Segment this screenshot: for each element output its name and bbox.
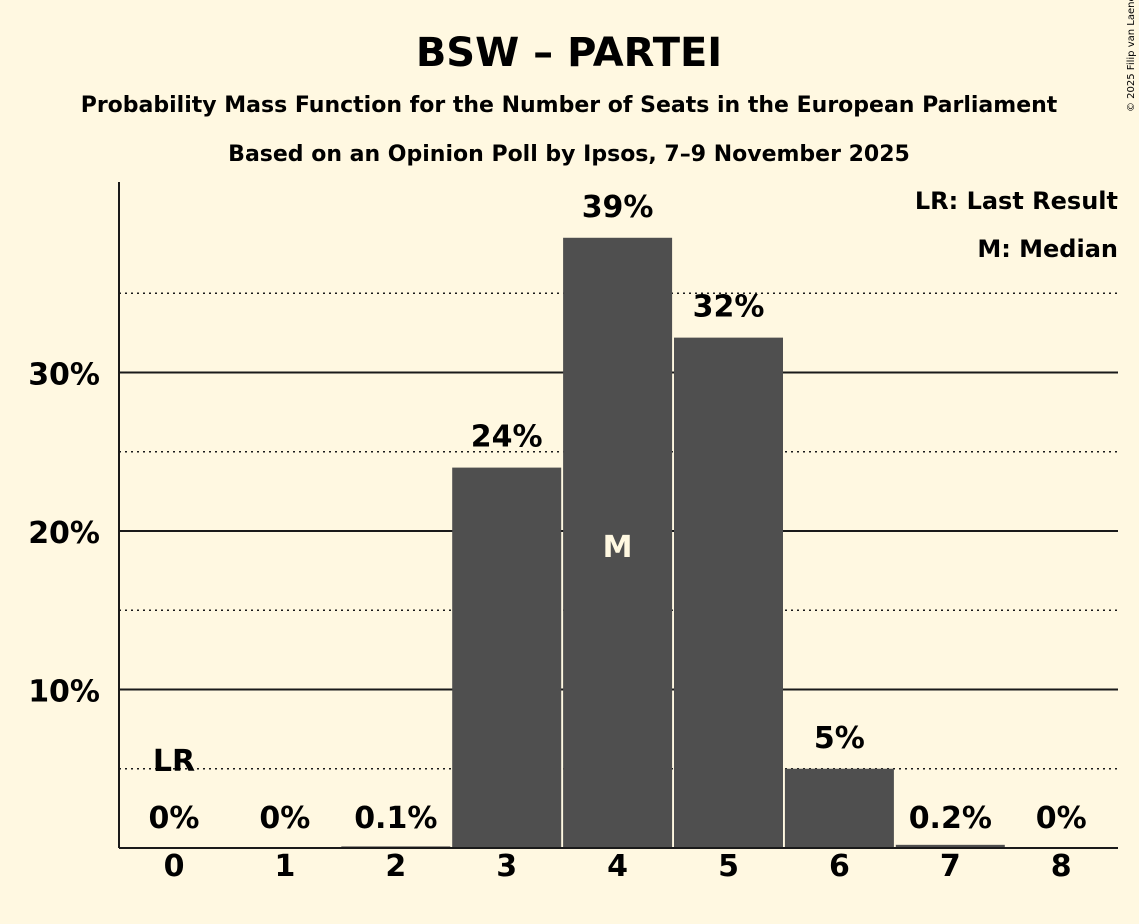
bars (341, 237, 1005, 848)
legend-median: M: Median (977, 235, 1118, 263)
copyright-note: © 2025 Filip van Laenen (1126, 0, 1137, 112)
value-label: 0% (149, 801, 200, 836)
value-label: 0.1% (354, 801, 437, 836)
bar (674, 337, 783, 848)
x-tick-label: 5 (718, 849, 739, 884)
y-tick-label: 10% (28, 675, 100, 710)
bar (784, 768, 894, 848)
value-label: 39% (582, 190, 654, 225)
x-tick-label: 2 (385, 849, 406, 884)
chart-subtitle-2: Based on an Opinion Poll by Ipsos, 7–9 N… (228, 142, 910, 167)
chart-subtitle: Probability Mass Function for the Number… (81, 93, 1058, 118)
value-label: 0% (259, 801, 310, 836)
bar (563, 237, 673, 848)
median-marker: M (603, 530, 633, 565)
axes: 10% 20% 30% 0 1 2 3 4 5 6 7 8 (28, 182, 1118, 884)
x-tick-label: 3 (496, 849, 517, 884)
bar (895, 844, 1005, 848)
x-tick-label: 1 (274, 849, 295, 884)
value-labels: 0% LR 0% 0.1% 24% 39% M 32% 5% 0.2% 0% (149, 190, 1087, 836)
y-tick-label: 20% (28, 516, 100, 551)
x-tick-label: 4 (607, 849, 628, 884)
y-tick-label: 30% (28, 358, 100, 393)
bar (452, 467, 562, 848)
chart-title: BSW – PARTEI (416, 30, 722, 76)
x-tick-label: 0 (164, 849, 185, 884)
x-tick-label: 8 (1051, 849, 1072, 884)
x-tick-label: 6 (829, 849, 850, 884)
legend-last-result: LR: Last Result (915, 187, 1118, 215)
value-label: 32% (693, 290, 765, 325)
value-label: 5% (814, 721, 865, 756)
value-label: 0.2% (909, 801, 992, 836)
value-label: 24% (471, 420, 543, 455)
value-label: 0% (1036, 801, 1087, 836)
x-tick-label: 7 (940, 849, 961, 884)
last-result-marker: LR (153, 744, 195, 779)
